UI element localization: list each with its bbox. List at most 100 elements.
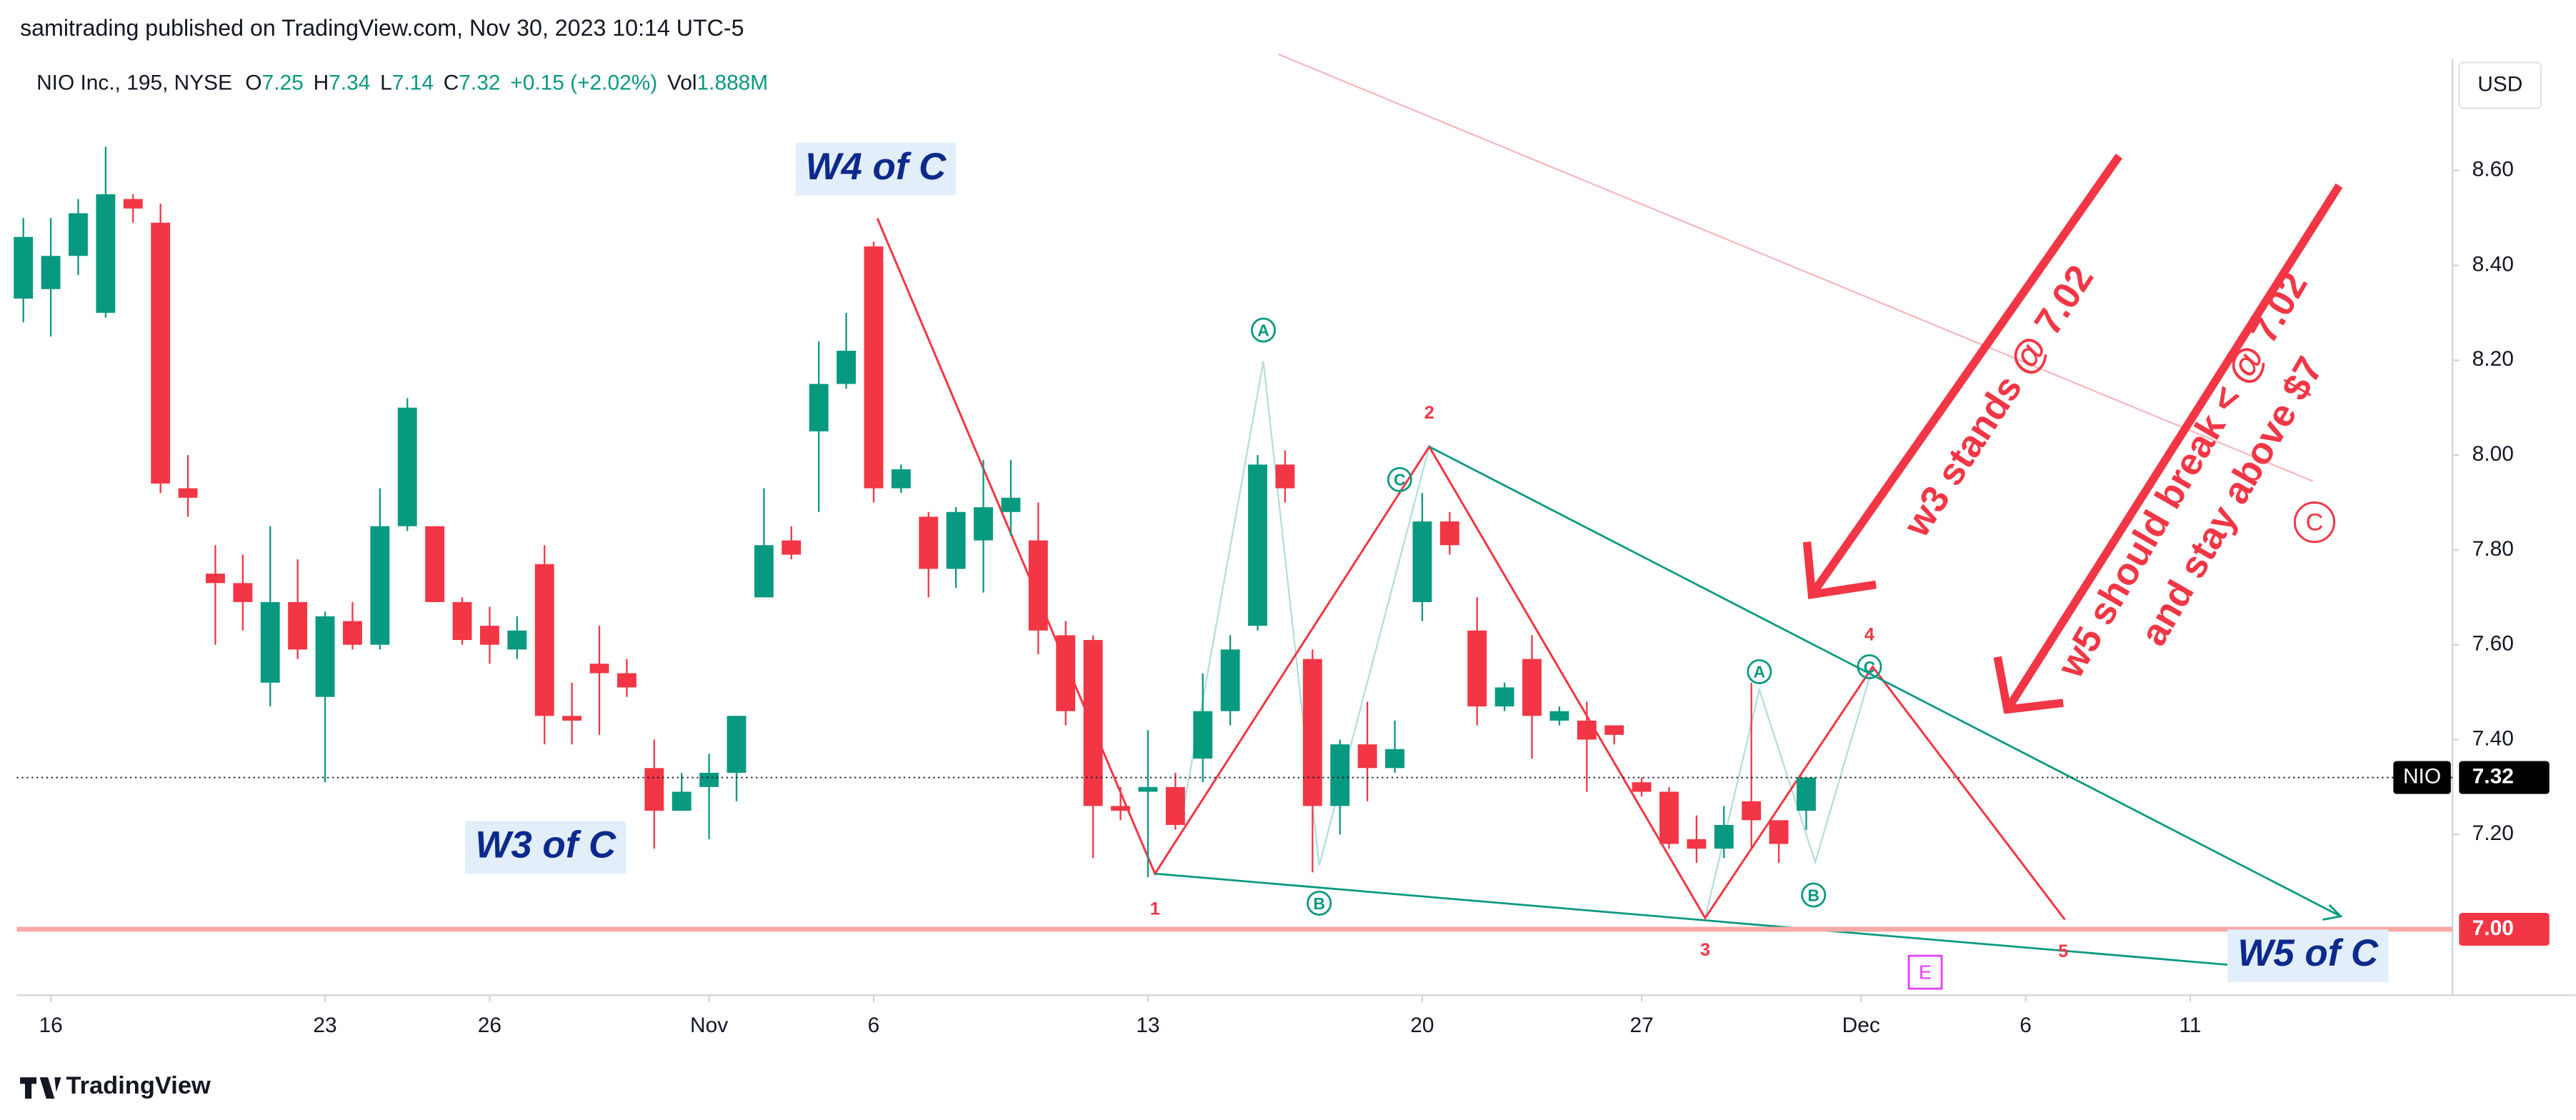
candle-body [727,716,747,773]
annotation: W5 of C [2237,932,2379,974]
wave-letter: C [1864,658,1876,676]
candle-body [1412,521,1432,602]
candle-body [1001,497,1021,512]
candle-body [233,583,253,602]
level-tag-label: 7.00 [2472,916,2514,940]
candle-body [1275,464,1295,489]
legend-value: 7.14 [392,71,434,94]
y-tick-label: 8.60 [2472,158,2514,181]
brand: TradingView [20,1072,211,1099]
candle-body [96,194,116,313]
y-tick-label: 7.80 [2472,537,2514,561]
y-tick-label: 8.20 [2472,347,2514,371]
legend-key: L [380,71,392,94]
x-tick-label: 26 [478,1014,501,1037]
candle-body [288,601,308,650]
wave-number: 1 [1150,899,1160,919]
y-tick-label: 8.40 [2472,252,2514,276]
wave-circle [2293,501,2336,544]
candle-body [1330,744,1350,806]
abc-line [1180,361,1430,866]
wave-letter: A [1257,321,1269,340]
y-tick-label: 7.20 [2472,821,2514,845]
annotation: W4 of C [806,146,947,188]
legend-value: 7.32 [459,71,500,94]
candle-body [1220,649,1240,711]
candle-body [507,630,527,650]
arrow-head [1993,656,2064,714]
wave-circle [1307,891,1332,916]
drawings [16,53,2453,974]
legend-key: Vol [667,71,697,94]
candle-body [343,621,362,645]
arrow-head [2322,904,2343,921]
candle-body [1742,801,1762,821]
annotation-box [2227,929,2389,982]
arrow [2004,183,2343,712]
candle-body [1385,749,1404,769]
brand-logo [20,1077,61,1099]
wave-letter: B [1313,894,1325,913]
candle-body [1357,744,1377,769]
candle-body [1714,824,1734,849]
x-tick-label: 11 [2179,1014,2201,1037]
candle-body [41,256,61,289]
candle-body [919,516,939,569]
wave-number: 5 [2058,941,2068,961]
annotation-box [465,821,626,874]
candle-body [891,469,911,489]
currency-box[interactable] [2458,61,2542,109]
candle-body [589,664,609,674]
arrow [1808,154,2123,597]
candle-body [123,199,143,209]
legend-key: C [444,71,459,94]
brand-name: TradingView [66,1072,211,1099]
candle-body [1248,464,1267,626]
candle-body [534,564,554,716]
abc-line [1704,666,1874,919]
candle-body [1632,782,1652,792]
candle-body [151,222,171,484]
candle-body [206,574,225,584]
wave-circle [1747,659,1772,684]
candle-body [1111,806,1130,811]
candle-body [1083,640,1103,806]
candle-body [178,488,198,498]
x-tick-label: 6 [868,1014,880,1037]
wave-circle [1251,317,1276,343]
candle-body [1769,820,1789,844]
wave-line [876,218,2066,921]
candle-body [1467,630,1487,706]
legend-key: O [245,71,261,94]
symbol-tag-label: NIO [2403,764,2441,788]
wave-letter: A [1754,663,1766,681]
wave-letter: C [2305,509,2323,536]
legend-value: 1.888M [697,71,769,94]
legend-key: H [314,71,329,94]
x-tick-label: 27 [1629,1014,1653,1037]
wave-letter: C [1394,471,1406,489]
candle-body [315,616,335,697]
level-tag [2459,912,2550,946]
symbol-legend: NIO Inc., 195, NYSE O7.25 H7.34 L7.14 C7.32 +… [36,71,768,94]
wave-number: 3 [1700,940,1710,960]
candle-body [1522,659,1542,716]
x-tick-label: 20 [1410,1014,1434,1037]
legend-text: NIO Inc., 195, NYSE O7.25 H7.34 L7.14 C7.32 +… [36,71,768,94]
symbol: NIO Inc., 195, NYSE [36,71,232,94]
candle-body [479,626,499,645]
candle-body [616,673,636,688]
candle-body [397,407,417,526]
candle-body [974,507,994,541]
candle-body [14,236,34,299]
x-tick-label: 13 [1136,1014,1159,1037]
candle-body [1165,786,1185,825]
candle-body [562,716,582,721]
symbol-tag [2393,761,2451,794]
candle-body [69,213,88,256]
candle-body [1494,687,1514,706]
candle-body [672,791,692,811]
candle-body [1577,720,1597,740]
